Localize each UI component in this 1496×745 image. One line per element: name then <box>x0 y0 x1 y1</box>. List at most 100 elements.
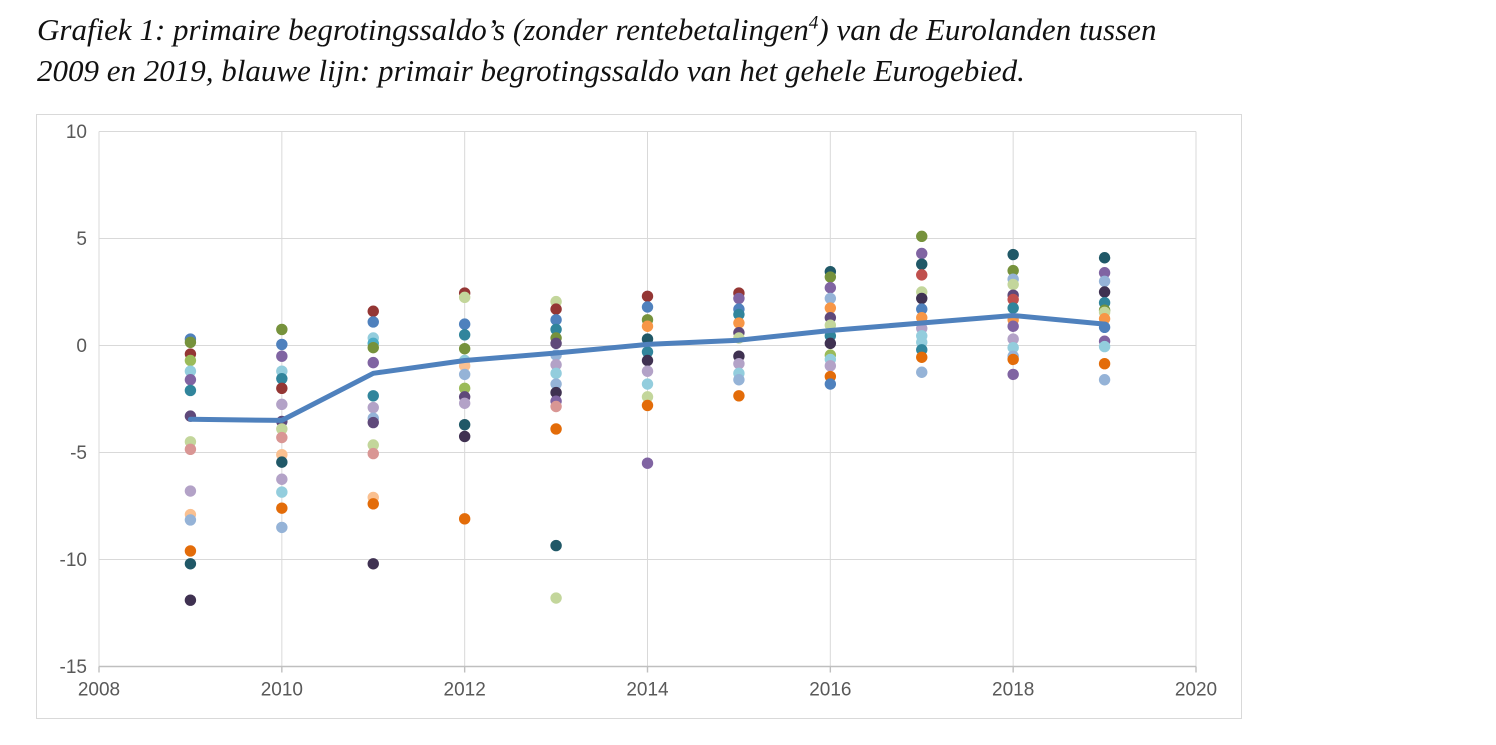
data-point <box>641 346 654 358</box>
data-point <box>1098 374 1111 386</box>
data-point <box>824 271 837 283</box>
data-point <box>733 308 745 321</box>
data-point <box>184 336 197 348</box>
data-point <box>276 473 288 485</box>
data-point <box>184 558 197 570</box>
data-point <box>184 354 197 367</box>
chart-caption: Grafiek 1: primaire begrotingssaldo’s (z… <box>37 10 1489 92</box>
data-point <box>276 423 288 435</box>
data-point <box>916 303 928 315</box>
data-point <box>458 418 471 431</box>
data-point <box>1007 368 1019 381</box>
data-point <box>367 390 379 402</box>
data-point <box>641 391 654 403</box>
data-point <box>824 378 837 390</box>
data-point <box>1098 252 1111 264</box>
data-point <box>367 356 379 369</box>
data-point <box>1098 340 1111 353</box>
data-point <box>276 350 288 362</box>
data-point <box>550 423 562 435</box>
data-point <box>184 545 197 557</box>
data-point <box>1007 320 1019 332</box>
caption-text: Grafiek 1: primaire begrotingssaldo’s (z… <box>37 12 809 47</box>
data-point <box>641 290 654 302</box>
data-point <box>550 323 562 336</box>
data-point <box>916 258 928 270</box>
data-point <box>184 374 197 386</box>
data-point <box>276 486 288 498</box>
data-point <box>550 592 562 604</box>
data-point <box>1098 357 1111 370</box>
x-axis-label: 2012 <box>444 680 486 701</box>
data-point <box>1007 353 1019 366</box>
data-point <box>1098 286 1111 298</box>
data-point <box>367 401 379 414</box>
x-axis-label: 2014 <box>626 680 669 701</box>
caption-line1: Grafiek 1: primaire begrotingssaldo’s (z… <box>37 12 1156 47</box>
caption-line2: 2009 en 2019, blauwe lijn: primair begro… <box>37 52 1025 88</box>
data-point <box>276 372 288 385</box>
data-point <box>733 357 745 370</box>
data-point <box>184 594 197 606</box>
data-point <box>550 337 562 350</box>
data-point <box>550 378 562 390</box>
data-point <box>550 314 562 326</box>
data-point <box>184 514 197 526</box>
data-point <box>916 247 928 260</box>
data-point <box>550 303 562 315</box>
data-point <box>276 398 288 411</box>
country-data-points <box>184 230 1111 606</box>
y-axis-label: -5 <box>70 443 87 464</box>
data-point <box>1007 264 1019 277</box>
data-point <box>276 521 288 534</box>
data-point <box>276 323 288 336</box>
data-point <box>458 343 471 355</box>
x-axis-label: 2010 <box>261 680 303 701</box>
data-point <box>458 318 471 330</box>
chart: 10 5 0 -5 -10 -15 2008 2010 2012 2014 2016 2018 2020 <box>36 114 1242 719</box>
data-point <box>458 513 471 525</box>
data-point <box>641 399 654 412</box>
euro-area-line-path <box>187 313 1108 423</box>
data-point <box>733 390 745 402</box>
data-point <box>641 301 654 313</box>
data-point <box>367 416 379 429</box>
data-point <box>824 337 837 350</box>
data-point <box>824 302 837 314</box>
data-point <box>916 366 928 378</box>
data-point <box>916 230 928 243</box>
data-point <box>1007 302 1019 314</box>
data-point <box>367 498 379 510</box>
data-point <box>916 351 928 363</box>
data-point <box>458 329 471 341</box>
caption-text: ) van de Eurolanden tussen <box>818 12 1157 47</box>
data-point <box>184 384 197 397</box>
data-point <box>367 341 379 354</box>
data-point <box>458 382 471 394</box>
data-point <box>641 457 654 469</box>
data-point <box>733 292 745 305</box>
data-point <box>367 316 379 328</box>
data-point <box>276 431 288 444</box>
data-point <box>641 320 654 332</box>
data-point <box>641 365 654 377</box>
x-axis-label: 2020 <box>1175 680 1217 701</box>
x-axis-label: 2016 <box>809 680 851 701</box>
data-point <box>824 282 837 294</box>
data-point <box>550 386 562 399</box>
data-point <box>824 360 837 372</box>
data-point <box>641 354 654 367</box>
data-point <box>276 456 288 468</box>
data-point <box>916 292 928 305</box>
data-point <box>550 359 562 371</box>
data-point <box>1007 293 1019 306</box>
y-axis-label: -15 <box>60 657 87 678</box>
data-point <box>1098 267 1111 279</box>
x-axis <box>98 665 1197 673</box>
data-point <box>550 367 562 380</box>
data-point <box>184 485 197 497</box>
data-point <box>733 374 745 386</box>
data-point <box>458 368 471 381</box>
